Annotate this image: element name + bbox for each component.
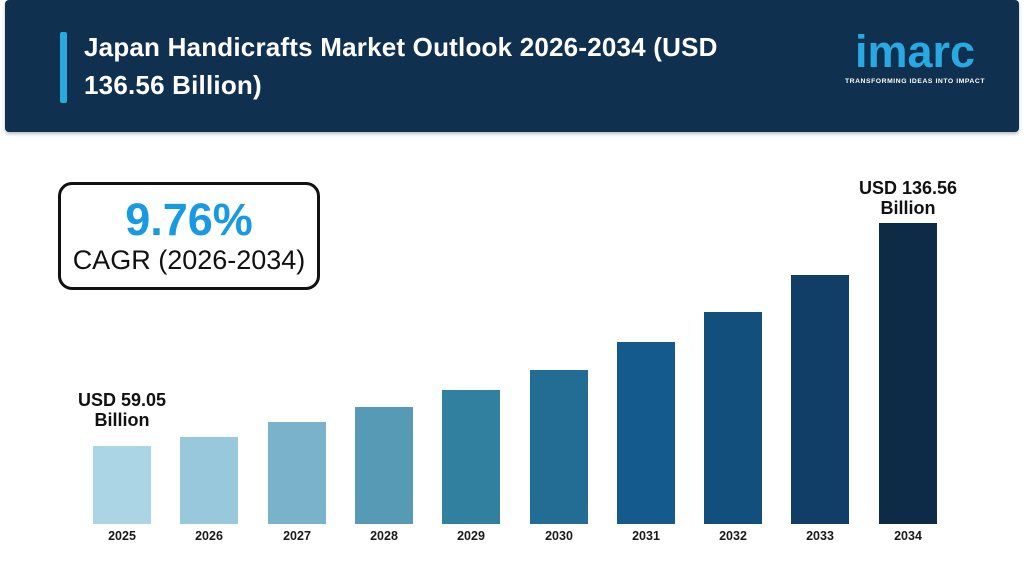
- x-tick-2032: 2032: [719, 529, 747, 543]
- imarc-logo-tagline: TRANSFORMING IDEAS INTO IMPACT: [844, 78, 986, 85]
- chart-title-line1: Japan Handicrafts Market Outlook 2026-20…: [84, 32, 718, 62]
- x-tick-2026: 2026: [195, 529, 223, 543]
- chart-title-line2: 136.56 Billion): [84, 70, 262, 100]
- cagr-callout-box: 9.76% CAGR (2026-2034): [58, 182, 320, 290]
- bar-2030: [530, 370, 588, 524]
- start-value-label: USD 59.05 Billion: [42, 390, 202, 430]
- x-tick-2025: 2025: [108, 529, 136, 543]
- cagr-label: CAGR (2026-2034): [72, 245, 306, 275]
- bar-2031: [617, 342, 675, 524]
- x-tick-2028: 2028: [370, 529, 398, 543]
- imarc-logo-wordmark: imarc: [854, 26, 976, 77]
- x-tick-2030: 2030: [545, 529, 573, 543]
- start-value-line1: USD 59.05: [77, 390, 167, 410]
- cagr-value: 9.76%: [125, 194, 253, 245]
- end-value-line1: USD 136.56: [858, 178, 958, 198]
- bar-2034: [879, 223, 937, 524]
- bar-2027: [268, 422, 326, 524]
- chart-title: Japan Handicrafts Market Outlook 2026-20…: [84, 28, 784, 104]
- bar-2032: [704, 312, 762, 524]
- bar-2033: [791, 275, 849, 524]
- bar-2028: [355, 407, 413, 524]
- bar-2026: [180, 437, 238, 524]
- x-tick-2029: 2029: [457, 529, 485, 543]
- end-value-line2: Billion: [880, 197, 936, 218]
- title-accent-bar: [60, 32, 67, 103]
- bar-2025: [93, 446, 151, 524]
- x-tick-2033: 2033: [806, 529, 834, 543]
- x-tick-2034: 2034: [894, 529, 922, 543]
- x-tick-2031: 2031: [632, 529, 660, 543]
- end-value-label: USD 136.56 Billion: [828, 178, 988, 218]
- header-banner: Japan Handicrafts Market Outlook 2026-20…: [5, 0, 1019, 132]
- start-value-line2: Billion: [94, 409, 150, 430]
- imarc-logo: imarc TRANSFORMING IDEAS INTO IMPACT: [840, 26, 990, 85]
- x-tick-2027: 2027: [283, 529, 311, 543]
- bar-2029: [442, 390, 500, 524]
